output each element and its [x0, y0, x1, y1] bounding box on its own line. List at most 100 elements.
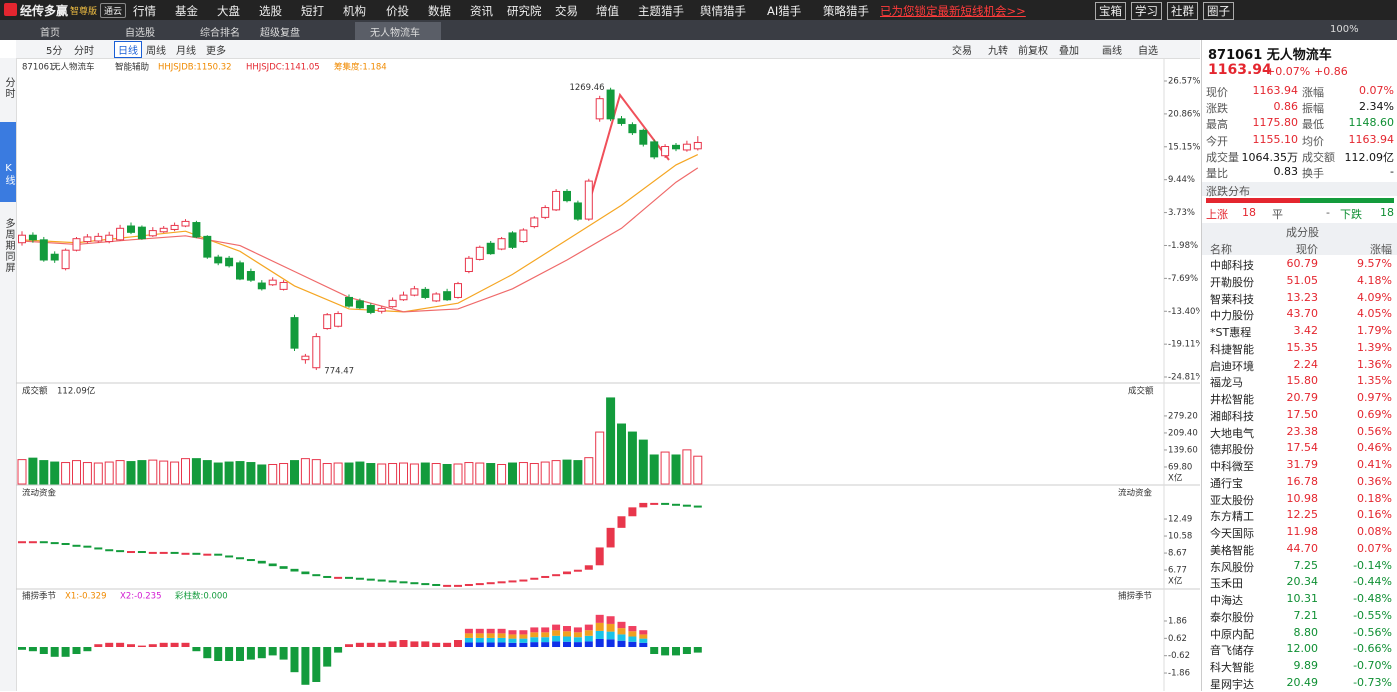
- histogram-bar: [18, 647, 26, 650]
- color-bar: [475, 637, 484, 643]
- col-header: 名称: [1210, 243, 1232, 256]
- badge[interactable]: 通云: [100, 3, 127, 18]
- stock-name[interactable]: 泰尔股份: [1210, 610, 1254, 624]
- histogram-bar: [72, 647, 81, 655]
- period-button[interactable]: 5分: [46, 46, 63, 57]
- stock-name[interactable]: 星网宇达: [1210, 677, 1254, 691]
- stock-name[interactable]: 大地电气: [1210, 426, 1254, 440]
- stock-change: 1.39%: [1357, 340, 1392, 354]
- stock-name[interactable]: 开勒股份: [1210, 275, 1254, 289]
- menu-item[interactable]: 价投: [386, 4, 409, 18]
- tool-button[interactable]: 交易: [952, 46, 972, 57]
- side-tab[interactable]: K线: [0, 122, 16, 202]
- stock-name[interactable]: 中海达: [1210, 594, 1243, 607]
- color-bar: [464, 628, 473, 634]
- tool-button[interactable]: 画线: [1102, 46, 1122, 57]
- top-button[interactable]: 学习: [1131, 2, 1162, 20]
- section-bar: [1202, 223, 1397, 255]
- candle-body: [355, 300, 364, 309]
- tab[interactable]: 超级复盘: [260, 28, 300, 39]
- menu-item[interactable]: 研究院: [507, 4, 542, 18]
- volume-bar: [126, 461, 136, 485]
- candle-body: [475, 246, 484, 260]
- stock-name[interactable]: 东方精工: [1210, 510, 1254, 524]
- menu-item[interactable]: 主题猎手: [638, 4, 684, 18]
- flow-step: [334, 576, 343, 579]
- candle-body: [334, 313, 343, 327]
- menu-item[interactable]: 资讯: [470, 4, 493, 18]
- top-button[interactable]: 宝箱: [1095, 2, 1126, 20]
- stock-name[interactable]: 德邦股份: [1210, 443, 1254, 457]
- candle-body: [28, 234, 37, 241]
- stock-name[interactable]: 中邮科技: [1210, 259, 1254, 272]
- tab[interactable]: 综合排名: [200, 28, 240, 39]
- tool-button[interactable]: 前复权: [1018, 46, 1048, 57]
- dist-value: 18: [1242, 206, 1256, 219]
- stock-name[interactable]: 福龙马: [1210, 376, 1243, 390]
- tool-button[interactable]: 叠加: [1059, 46, 1079, 57]
- stock-name[interactable]: 通行宝: [1210, 476, 1243, 490]
- volume-bar: [366, 463, 376, 485]
- color-bar: [628, 631, 637, 637]
- period-button[interactable]: 月线: [176, 46, 196, 57]
- menu-item[interactable]: 舆情猎手: [700, 4, 746, 18]
- col-header: 涨幅: [1370, 243, 1392, 256]
- menu-item[interactable]: 数据: [428, 4, 451, 18]
- tool-button[interactable]: 九转: [988, 46, 1008, 57]
- stock-name[interactable]: 科大智能: [1210, 661, 1254, 674]
- side-tab[interactable]: 多周期同屏: [3, 218, 14, 273]
- menu-item[interactable]: 行情: [133, 4, 156, 18]
- active-tab[interactable]: [355, 22, 441, 40]
- period-button[interactable]: 日线: [114, 41, 142, 58]
- stock-name[interactable]: 今天国际: [1210, 527, 1254, 540]
- stock-change: -0.56%: [1353, 625, 1392, 639]
- stock-name[interactable]: 中科微至: [1210, 460, 1254, 473]
- stock-name[interactable]: 玉禾田: [1210, 577, 1243, 591]
- stock-name[interactable]: 启迪环境: [1210, 359, 1254, 373]
- color-bar: [552, 641, 561, 648]
- stock-name[interactable]: 科捷智能: [1210, 342, 1254, 356]
- menu-item[interactable]: 增值: [596, 4, 619, 18]
- volume-bar: [137, 460, 147, 485]
- menu-item[interactable]: 策略猎手: [823, 4, 869, 18]
- stock-change: -0.14%: [1353, 558, 1392, 572]
- stock-name[interactable]: 智莱科技: [1210, 292, 1254, 306]
- stock-name[interactable]: *ST惠程: [1210, 326, 1252, 339]
- color-bar: [639, 630, 648, 635]
- stock-change: 0.97%: [1357, 391, 1392, 404]
- volume-bar: [257, 464, 267, 485]
- top-button[interactable]: 圈子: [1203, 2, 1234, 20]
- menu-item[interactable]: 基金: [175, 4, 198, 18]
- histogram-bar: [28, 647, 37, 652]
- stock-name[interactable]: 井松智能: [1210, 393, 1254, 406]
- stock-name[interactable]: 中原内配: [1210, 627, 1254, 641]
- quote-label: 今开: [1206, 134, 1228, 148]
- side-tab[interactable]: 分时: [3, 77, 14, 99]
- top-button[interactable]: 社群: [1167, 2, 1198, 20]
- tab[interactable]: 自选股: [125, 28, 155, 39]
- menu-item[interactable]: 交易: [555, 4, 578, 18]
- promo[interactable]: 已为您锁定最新短线机会>>: [880, 4, 1026, 18]
- menu-item[interactable]: AI猎手: [767, 4, 802, 18]
- period-button[interactable]: 周线: [146, 46, 166, 57]
- histogram-bar: [181, 642, 190, 648]
- stock-name[interactable]: 亚太股份: [1210, 493, 1254, 507]
- period-button[interactable]: 分时: [74, 46, 94, 57]
- flow-step: [203, 553, 212, 556]
- tab[interactable]: 首页: [40, 28, 60, 39]
- menu-item[interactable]: 选股: [259, 4, 282, 18]
- stock-price: 31.79: [1286, 458, 1319, 471]
- volume-bar: [344, 462, 354, 485]
- period-button[interactable]: 更多: [206, 46, 226, 57]
- stock-name[interactable]: 美格智能: [1210, 543, 1254, 557]
- menu-item[interactable]: 短打: [301, 4, 324, 18]
- candle-body: [682, 143, 691, 151]
- stock-name[interactable]: 东风股份: [1210, 560, 1254, 574]
- stock-name[interactable]: 中力股份: [1210, 309, 1254, 323]
- menu-item[interactable]: 大盘: [217, 4, 240, 18]
- menu-item[interactable]: 机构: [343, 4, 366, 18]
- stock-name[interactable]: 湘邮科技: [1210, 409, 1254, 423]
- tab[interactable]: 无人物流车: [370, 28, 420, 39]
- tool-button[interactable]: 自选: [1138, 46, 1158, 57]
- stock-name[interactable]: 音飞储存: [1210, 644, 1254, 658]
